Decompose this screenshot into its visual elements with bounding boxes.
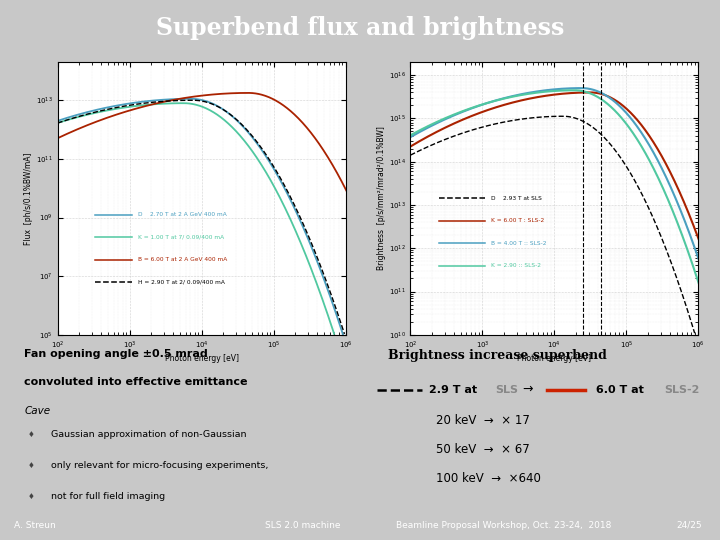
Text: only relevant for micro-focusing experiments,: only relevant for micro-focusing experim… [51, 461, 269, 470]
Text: ♦: ♦ [27, 492, 35, 501]
Text: SLS: SLS [495, 385, 518, 395]
Text: not for full field imaging: not for full field imaging [51, 492, 165, 501]
Text: B = 6.00 T at 2 A GeV 400 mA: B = 6.00 T at 2 A GeV 400 mA [138, 257, 228, 262]
Text: Gaussian approximation of non-Gaussian: Gaussian approximation of non-Gaussian [51, 430, 246, 440]
Text: Superbend flux and brightness: Superbend flux and brightness [156, 16, 564, 40]
Text: Cave: Cave [24, 406, 50, 416]
X-axis label: Photon energy [eV]: Photon energy [eV] [518, 354, 591, 363]
Text: 100 keV  →  ×640: 100 keV → ×640 [436, 472, 541, 485]
Text: K = 2.90 :: SLS-2: K = 2.90 :: SLS-2 [491, 263, 541, 268]
Text: SLS-2: SLS-2 [664, 385, 700, 395]
Text: B = 4.00 T :: SLS-2: B = 4.00 T :: SLS-2 [491, 241, 546, 246]
Text: K = 6.00 T : SLS-2: K = 6.00 T : SLS-2 [491, 218, 544, 224]
Y-axis label: Flux  [ph/s/0.1%BW/mA]: Flux [ph/s/0.1%BW/mA] [24, 152, 33, 245]
Text: 6.0 T at: 6.0 T at [592, 385, 647, 395]
Text: →: → [519, 383, 537, 396]
Text: ♦: ♦ [27, 461, 35, 470]
Text: Beamline Proposal Workshop, Oct. 23-24,  2018: Beamline Proposal Workshop, Oct. 23-24, … [396, 521, 611, 530]
Text: 2.9 T at: 2.9 T at [429, 385, 481, 395]
Text: A. Streun: A. Streun [14, 521, 56, 530]
Text: ♦: ♦ [27, 430, 35, 440]
Text: D    2.70 T at 2 A GeV 400 mA: D 2.70 T at 2 A GeV 400 mA [138, 212, 227, 217]
Text: Brightness increase superbend: Brightness increase superbend [387, 349, 606, 362]
Text: D    2.93 T at SLS: D 2.93 T at SLS [491, 196, 542, 201]
Text: SLS 2.0 machine: SLS 2.0 machine [265, 521, 340, 530]
Text: H = 2.90 T at 2/ 0.09/400 mA: H = 2.90 T at 2/ 0.09/400 mA [138, 279, 225, 285]
Y-axis label: Brightness  [p/s/mm²/mrad²/0.1%BW]: Brightness [p/s/mm²/mrad²/0.1%BW] [377, 126, 386, 271]
Text: 24/25: 24/25 [676, 521, 702, 530]
Text: 50 keV  →  × 67: 50 keV → × 67 [436, 443, 530, 456]
Text: convoluted into effective emittance: convoluted into effective emittance [24, 377, 248, 387]
Text: Fan opening angle ±0.5 mrad: Fan opening angle ±0.5 mrad [24, 349, 208, 360]
Text: K = 1.00 T at 7/ 0.09/400 mA: K = 1.00 T at 7/ 0.09/400 mA [138, 235, 225, 240]
Text: 20 keV  →  × 17: 20 keV → × 17 [436, 414, 530, 427]
X-axis label: Photon energy [eV]: Photon energy [eV] [165, 354, 238, 363]
